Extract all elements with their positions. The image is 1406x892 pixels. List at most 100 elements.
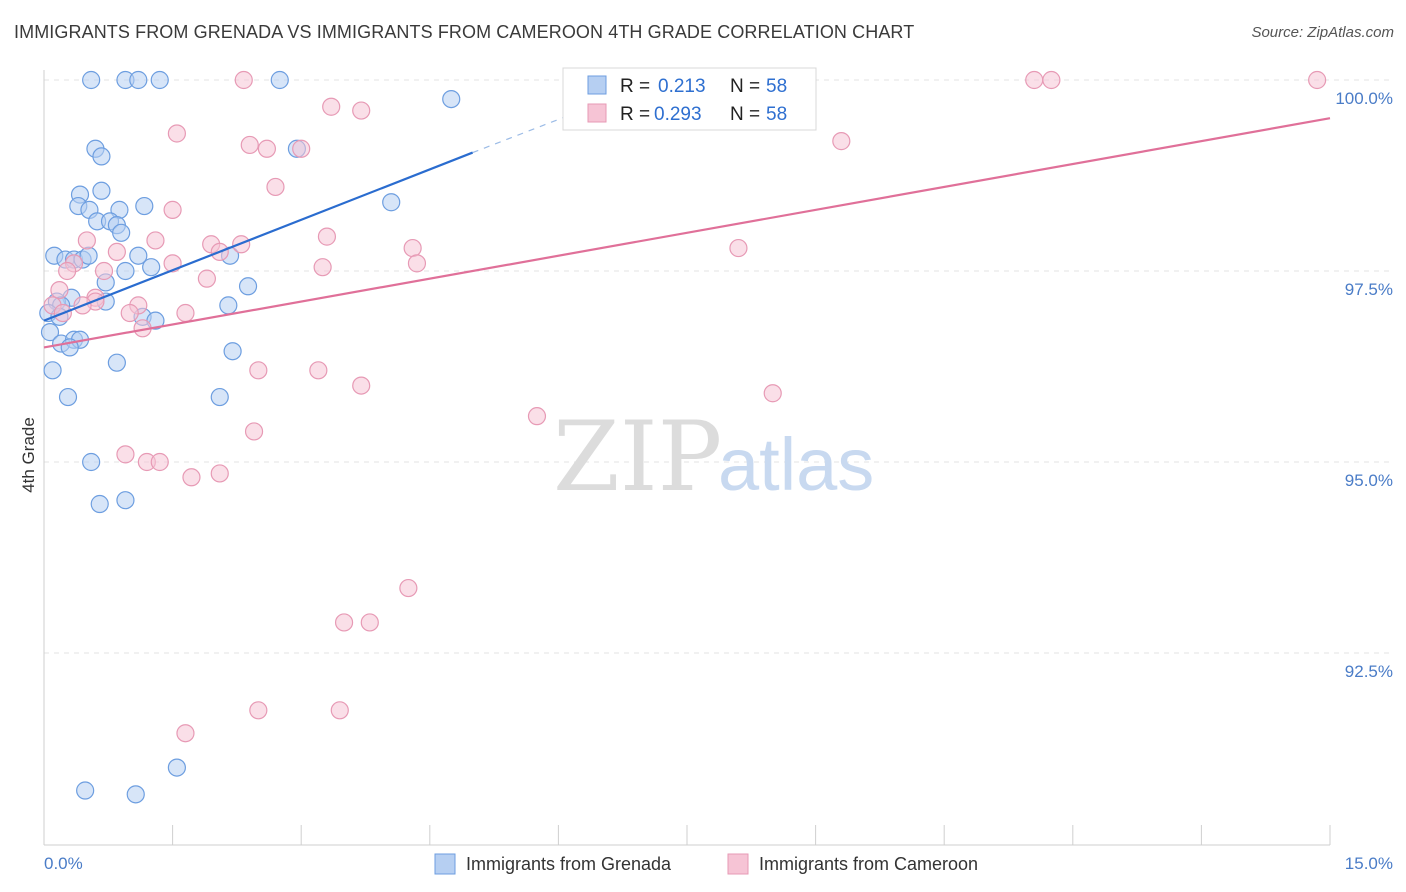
cameroon-point <box>50 281 69 300</box>
grenada-point <box>223 342 242 361</box>
grenada-point <box>210 387 229 407</box>
grenada-point <box>112 223 131 242</box>
trendline-grenada <box>43 151 474 322</box>
cameroon-point <box>182 468 201 487</box>
cameroon-point <box>244 422 264 441</box>
grenada-point <box>219 296 238 315</box>
cameroon-point <box>266 177 285 197</box>
chart-title: IMMIGRANTS FROM GRENADA VS IMMIGRANTS FR… <box>14 22 915 42</box>
cameroon-point <box>317 227 337 246</box>
cameroon-point <box>249 361 268 380</box>
cameroon-point <box>832 132 851 151</box>
cameroon-point <box>176 724 195 743</box>
cameroon-point <box>1308 70 1327 90</box>
grenada-point <box>82 452 101 472</box>
grenada-point <box>76 781 95 800</box>
y-tick-labels: 92.5% 95.0% 97.5% 100.0% <box>1335 89 1393 681</box>
cameroon-point <box>763 384 782 403</box>
series-cameroon <box>43 70 1327 743</box>
cameroon-point <box>240 135 259 155</box>
cameroon-point <box>292 139 311 158</box>
bottom-legend-label-grenada: Immigrants from Grenada <box>466 854 672 874</box>
bottom-legend: Immigrants from Grenada Immigrants from … <box>434 853 978 875</box>
x-tick-label-max: 15.0% <box>1345 854 1393 873</box>
cameroon-point <box>249 701 268 720</box>
grenada-point <box>58 387 78 407</box>
cameroon-point <box>120 303 139 323</box>
cameroon-point <box>399 578 418 598</box>
grenada-point <box>92 147 111 166</box>
cameroon-point <box>210 464 229 483</box>
x-tick-label-min: 0.0% <box>44 854 83 873</box>
watermark-atlas: atlas <box>718 423 874 506</box>
grenada-point <box>126 785 145 804</box>
y-tick-label: 97.5% <box>1345 280 1393 299</box>
cameroon-point <box>729 238 748 258</box>
y-tick-label: 100.0% <box>1335 89 1393 108</box>
legend-box: R = 0.213 N = 58 R = 0.293 N = 58 <box>562 67 817 131</box>
grenada-point <box>92 181 111 200</box>
cameroon-point <box>407 254 427 273</box>
cameroon-point <box>176 303 195 323</box>
grenada-point <box>382 193 401 212</box>
legend-n-label-cameroon: N = <box>730 104 760 125</box>
y-tick-label: 92.5% <box>1345 662 1393 681</box>
grenada-point <box>107 353 126 372</box>
cameroon-point <box>116 445 135 464</box>
cameroon-point <box>150 452 169 472</box>
trendline-cameroon <box>43 117 1331 349</box>
cameroon-point <box>322 97 341 116</box>
cameroon-point <box>234 70 253 90</box>
cameroon-point <box>309 361 328 380</box>
cameroon-point <box>403 238 422 258</box>
cameroon-point <box>146 231 165 250</box>
legend-n-value-grenada: 58 <box>766 76 787 97</box>
cameroon-point <box>313 258 332 277</box>
grenada-point <box>82 70 101 90</box>
gridlines <box>44 79 1390 654</box>
grenada-point <box>40 323 60 342</box>
cameroon-point <box>334 613 354 632</box>
legend-n-label-grenada: N = <box>730 76 760 97</box>
cameroon-point <box>77 231 96 250</box>
legend-n-value-cameroon: 58 <box>766 104 787 125</box>
legend-r-label-grenada: R = <box>620 76 650 97</box>
watermark-zip: ZIP <box>553 401 722 513</box>
x-ticks <box>43 825 1331 845</box>
legend-r-value-grenada: 0.213 <box>658 76 706 97</box>
cameroon-point <box>1042 70 1061 90</box>
cameroon-point <box>107 242 126 261</box>
grenada-point <box>150 70 169 90</box>
cameroon-point <box>352 376 371 395</box>
cameroon-point <box>167 124 186 143</box>
grenada-point <box>442 89 461 109</box>
cameroon-point <box>163 200 182 219</box>
cameroon-point <box>197 269 216 288</box>
cameroon-point <box>360 613 379 632</box>
cameroon-point <box>1025 70 1044 90</box>
grenada-point <box>129 70 148 90</box>
grenada-point <box>129 246 148 265</box>
grenada-point <box>238 277 258 296</box>
cameroon-point <box>257 139 277 158</box>
grenada-point <box>116 261 135 281</box>
grenada-point <box>270 70 289 90</box>
legend-r-label-cameroon: R = <box>620 104 650 125</box>
bottom-legend-swatch-grenada <box>434 853 456 875</box>
cameroon-point <box>94 261 114 281</box>
cameroon-point <box>330 701 349 720</box>
legend-swatch-cameroon <box>587 103 607 123</box>
grenada-point <box>135 196 154 216</box>
grenada-point <box>90 494 109 514</box>
grenada-point <box>142 258 161 277</box>
cameroon-point <box>58 261 77 281</box>
trendlines <box>43 102 1331 349</box>
grenada-point <box>167 758 186 777</box>
bottom-legend-swatch-cameroon <box>727 853 749 875</box>
cameroon-point <box>352 101 371 120</box>
legend-r-value-cameroon: 0.293 <box>654 104 702 125</box>
y-tick-label: 95.0% <box>1345 471 1393 490</box>
bottom-legend-label-cameroon: Immigrants from Cameroon <box>759 854 978 874</box>
legend-swatch-grenada <box>587 75 607 95</box>
